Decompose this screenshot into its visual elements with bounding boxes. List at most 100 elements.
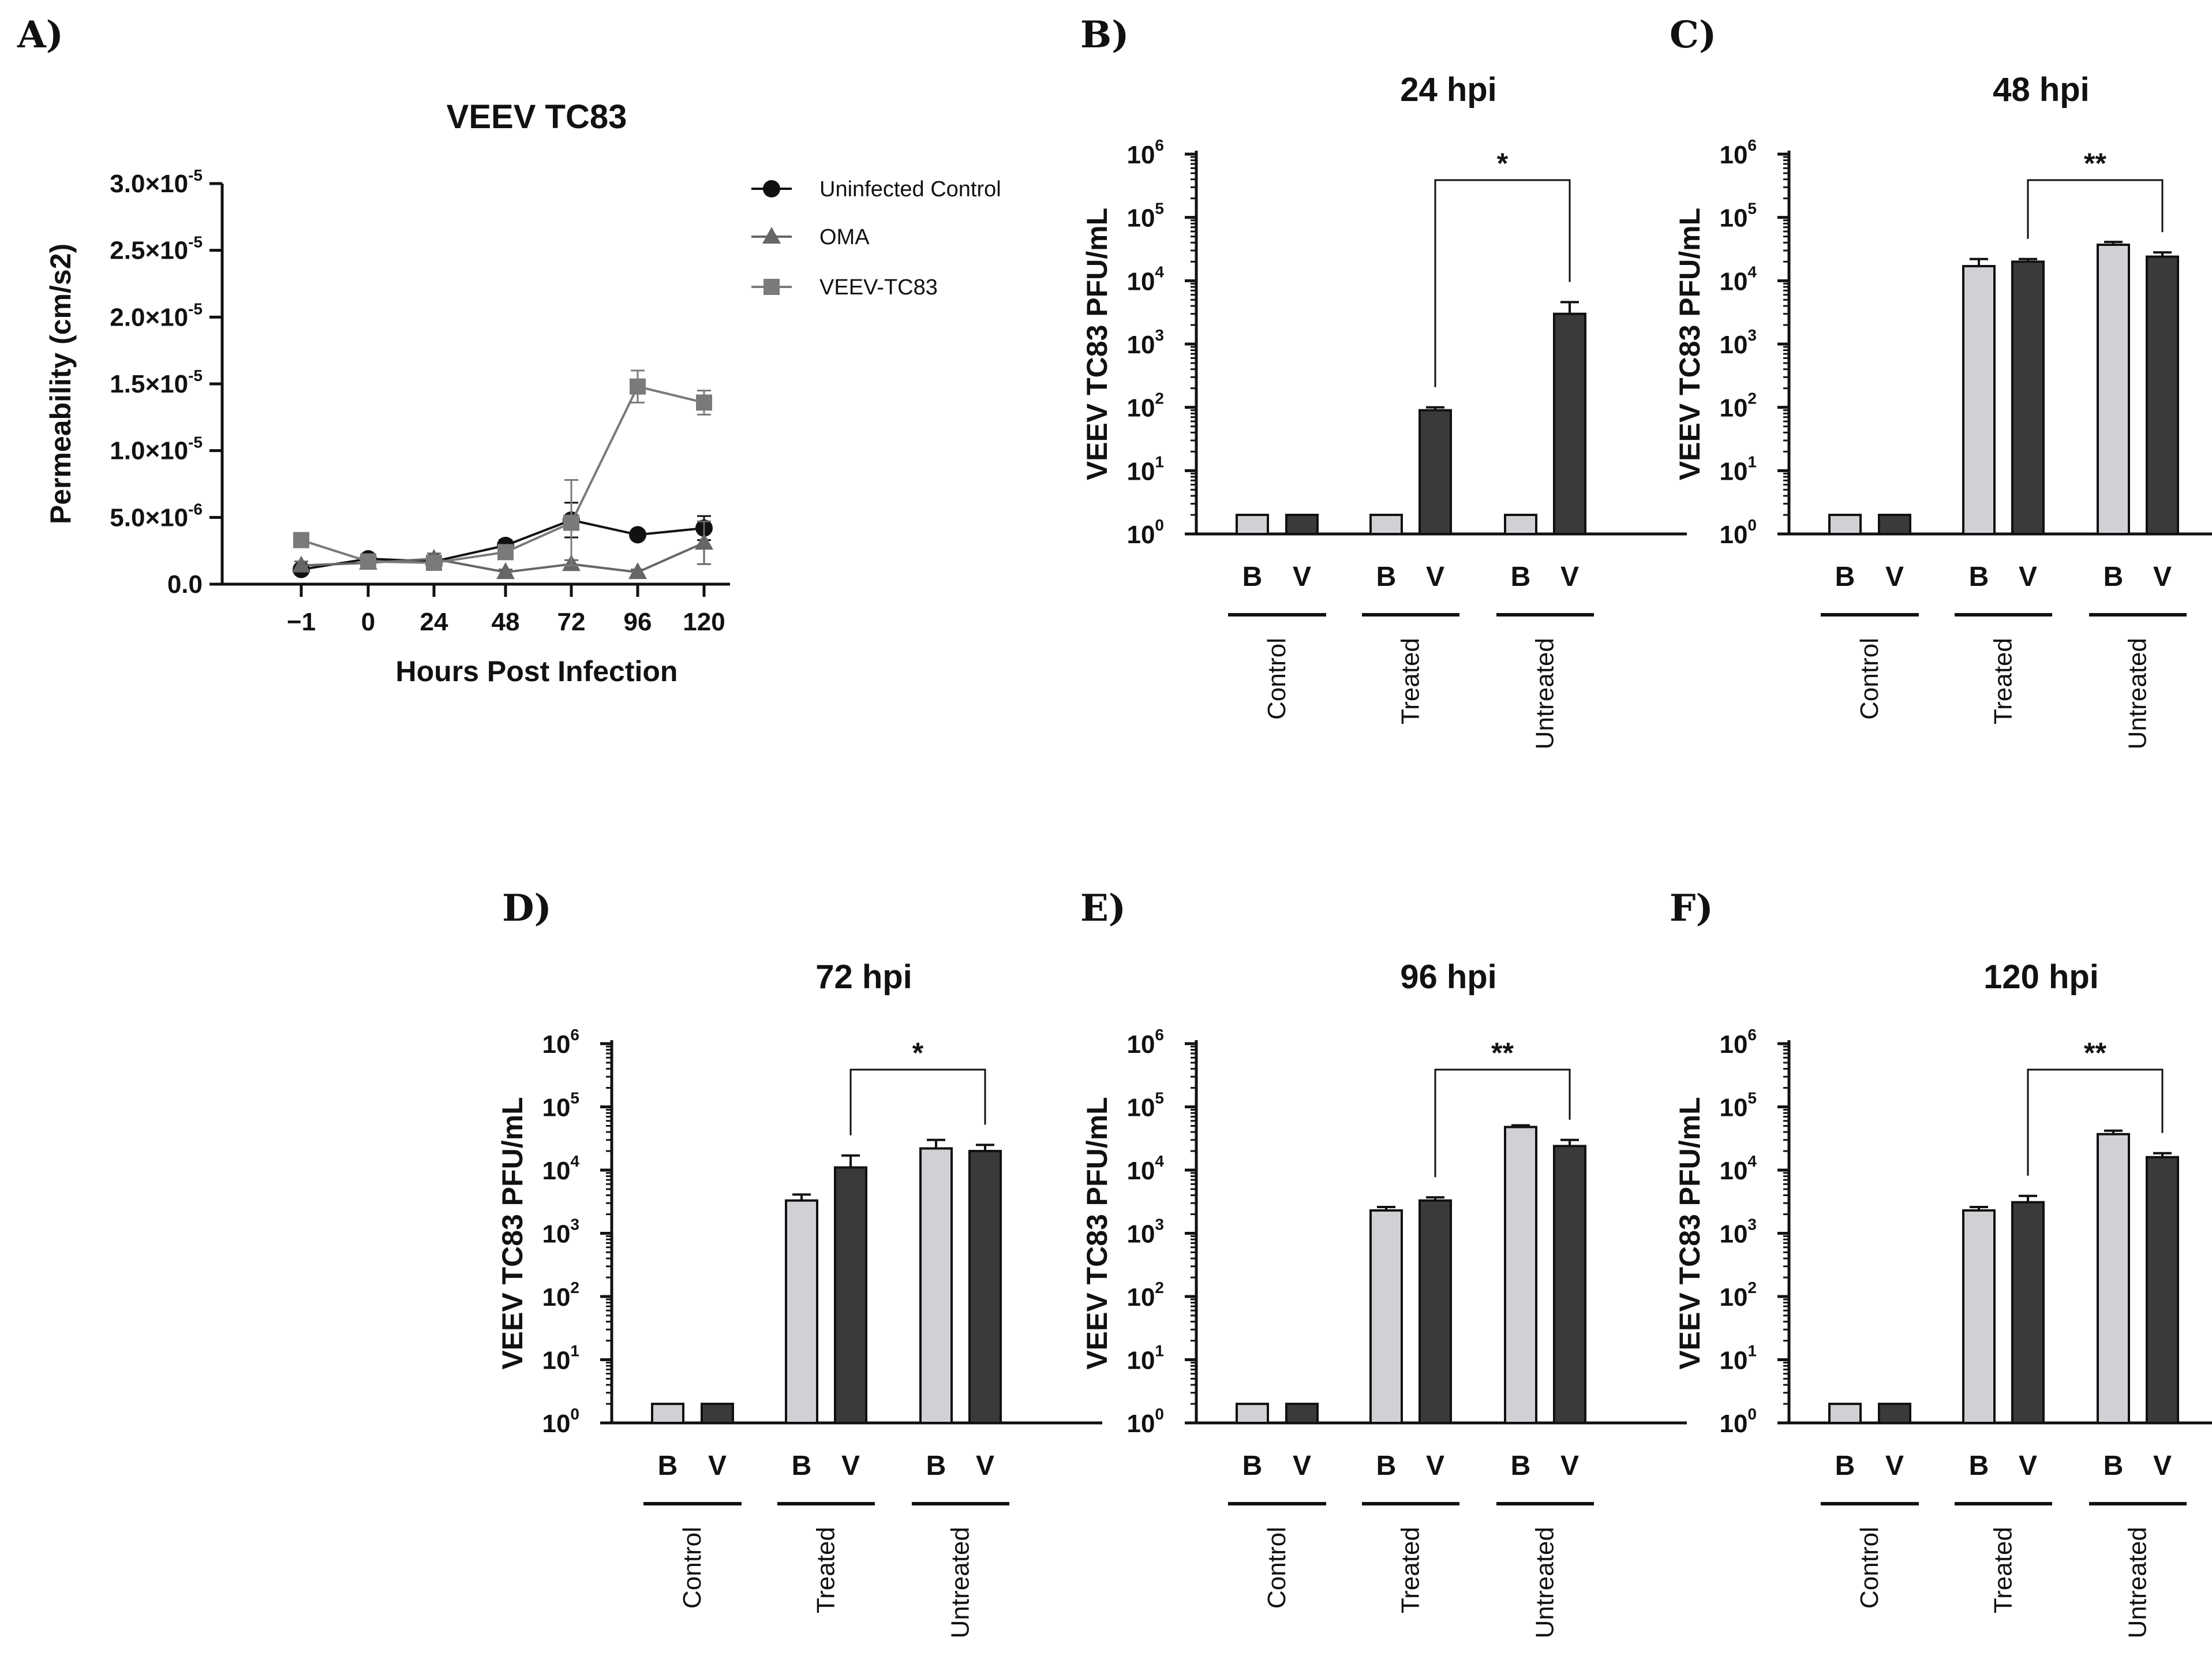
y-tick-label: 101 — [1126, 453, 1164, 485]
y-tick-exponent: 2 — [1747, 1279, 1757, 1296]
x-tick-label: 120 — [683, 608, 725, 636]
y-tick-exponent: 2 — [1155, 1279, 1164, 1296]
y-tick-exponent: 0 — [1155, 516, 1164, 534]
significance-label: ** — [1491, 1037, 1514, 1069]
y-tick-exponent: 1 — [1747, 1342, 1757, 1360]
y-tick-exponent: 5 — [570, 1089, 579, 1107]
y-tick-exponent: 6 — [570, 1026, 579, 1044]
significance-bracket — [2027, 1068, 2164, 1176]
y-tick-exponent: -5 — [188, 300, 203, 317]
y-tick-mantissa: 2.5×10 — [110, 237, 188, 265]
group-label: Treated — [812, 1527, 840, 1613]
y-tick-label: 106 — [1719, 136, 1757, 169]
y-tick-label: 103 — [1126, 1216, 1164, 1249]
y-tick-label: 102 — [1719, 390, 1757, 423]
category-label: B — [792, 1451, 812, 1481]
y-tick-exponent: 3 — [1747, 1216, 1757, 1234]
bar — [1285, 1403, 1319, 1424]
marker-square — [630, 378, 646, 395]
category-label: V — [1426, 1451, 1444, 1481]
y-tick-label: 106 — [1719, 1026, 1757, 1059]
category-label: B — [1969, 1451, 1989, 1481]
y-tick-exponent: -5 — [188, 434, 203, 451]
x-tick-label: 24 — [420, 608, 448, 636]
y-tick-label: 106 — [542, 1026, 579, 1059]
bar — [785, 1199, 818, 1424]
y-axis-title: Permeability (cm/s2) — [44, 244, 77, 524]
y-tick-mantissa: 2.0×10 — [110, 303, 188, 331]
series-veev-tc83 — [293, 369, 712, 571]
y-axis-title: VEEV TC83 PFU/mL — [1081, 1097, 1113, 1369]
y-tick-label: 1.0×10-5 — [110, 434, 203, 465]
significance-label: * — [1497, 147, 1509, 180]
category-label: B — [1376, 562, 1397, 592]
y-tick-exponent: 0 — [1155, 1405, 1164, 1423]
category-label: B — [926, 1451, 946, 1481]
bar — [2146, 255, 2179, 535]
significance-label: ** — [2084, 1037, 2106, 1069]
y-tick-label: 100 — [1719, 516, 1757, 549]
x-axis-title: Hours Post Infection — [396, 655, 678, 687]
marker-triangle — [496, 562, 515, 580]
panel-label: A) — [17, 13, 63, 57]
y-tick-label: 100 — [1126, 516, 1164, 549]
bar — [1285, 513, 1319, 536]
marker-triangle — [695, 533, 713, 550]
y-tick-exponent: 0 — [1747, 516, 1757, 534]
y-tick-label: 100 — [542, 1405, 579, 1438]
marker-triangle — [628, 562, 647, 580]
group-label: Control — [1263, 1527, 1291, 1609]
y-tick-mantissa: 1.5×10 — [110, 370, 188, 398]
y-tick-exponent: -5 — [188, 166, 203, 184]
marker-square — [426, 554, 442, 571]
y-tick-exponent: 2 — [570, 1279, 579, 1296]
y-tick-label: 102 — [1126, 1279, 1164, 1311]
category-label: V — [1885, 1451, 1904, 1481]
group-label: Untreated — [1531, 638, 1559, 749]
category-label: V — [1885, 562, 1904, 592]
category-label: V — [841, 1451, 860, 1481]
y-tick-mantissa: 0.0 — [167, 570, 203, 599]
y-tick-label: 102 — [1126, 390, 1164, 423]
panel-label: C) — [1670, 13, 1716, 57]
category-label: B — [1511, 562, 1531, 592]
y-tick-label: 101 — [1126, 1342, 1164, 1375]
y-axis-title: VEEV TC83 PFU/mL — [1674, 208, 1706, 480]
y-tick-mantissa: 5.0×10 — [110, 503, 188, 532]
category-label: B — [1835, 562, 1855, 592]
y-tick-exponent: 0 — [570, 1405, 579, 1423]
y-tick-exponent: 5 — [1155, 200, 1164, 218]
category-label: B — [1969, 562, 1989, 592]
x-tick-label: 0 — [361, 608, 375, 636]
legend: Uninfected Control OMA VEEV-TC83 — [751, 177, 1001, 300]
y-tick-exponent: 4 — [570, 1152, 579, 1170]
marker-square — [497, 544, 514, 561]
significance-bracket — [849, 1068, 986, 1135]
y-tick-label: 104 — [1719, 263, 1757, 296]
category-label: B — [1242, 562, 1263, 592]
y-tick-exponent: 5 — [1155, 1089, 1164, 1107]
bar — [1878, 1403, 1911, 1424]
y-tick-label: 105 — [1719, 200, 1757, 233]
y-tick-exponent: 6 — [1747, 136, 1757, 154]
y-tick-mantissa: 3.0×10 — [110, 170, 188, 198]
marker-square — [763, 279, 780, 295]
x-tick-label: 48 — [492, 608, 520, 636]
category-label: V — [1293, 562, 1311, 592]
bar — [1962, 1209, 1996, 1425]
y-tick-label: 5.0×10-6 — [110, 500, 203, 532]
y-axis-title: VEEV TC83 PFU/mL — [1674, 1097, 1706, 1369]
bar — [1236, 513, 1269, 536]
panel-a-chart: A)VEEV TC830.05.0×10-61.0×10-51.5×10-52.… — [17, 13, 1001, 687]
y-tick-exponent: 6 — [1155, 1026, 1164, 1044]
legend-label: OMA — [819, 225, 870, 249]
panel-label: F) — [1670, 887, 1713, 930]
y-tick-label: 102 — [1719, 1279, 1757, 1311]
chart-title: 72 hpi — [815, 958, 912, 996]
chart-title: VEEV TC83 — [447, 98, 627, 136]
category-label: B — [1835, 1451, 1855, 1481]
